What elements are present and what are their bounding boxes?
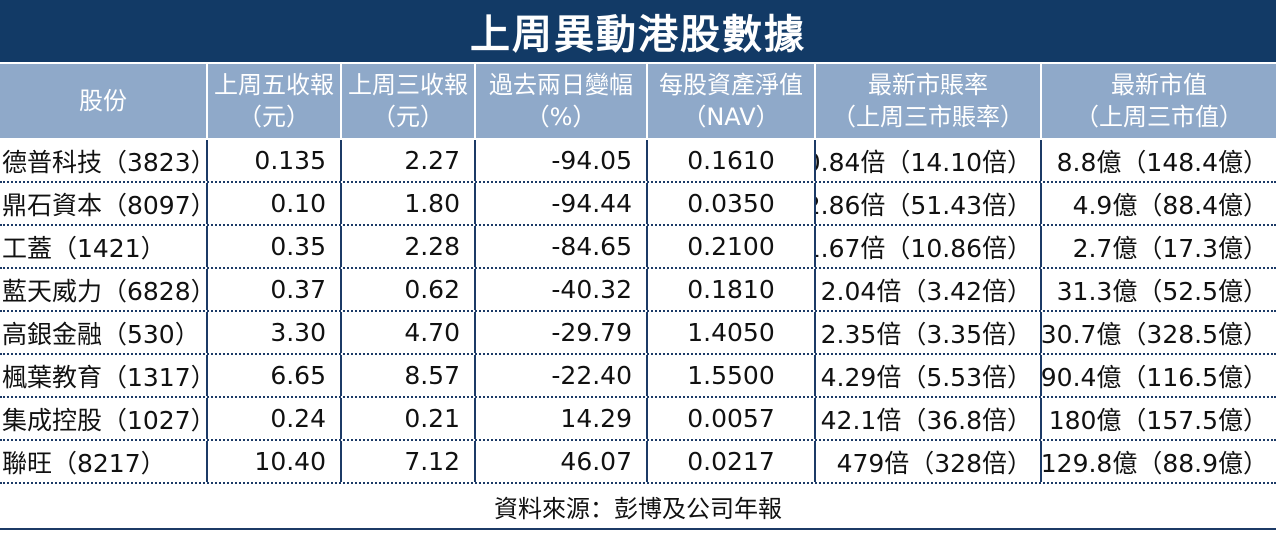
table-row: 藍天威力（6828） 0.37 0.62 -40.32 0.1810 2.04倍… <box>0 269 1276 312</box>
table-row: 工蓋（1421） 0.35 2.28 -84.65 0.2100 1.67倍（1… <box>0 226 1276 269</box>
cell-wed-close: 4.70 <box>340 312 474 353</box>
cell-stock: 工蓋（1421） <box>2 233 166 263</box>
header-wed-close: 上周三收報 （元） <box>340 64 474 138</box>
cell-stock: 楓葉教育（1317） <box>2 362 206 392</box>
cell-mcap: 230.7億（328.5億） <box>1040 312 1276 353</box>
cell-nav: 0.0217 <box>646 441 814 482</box>
cell-fri-close: 6.65 <box>206 355 340 396</box>
cell-pb: 2.86倍（51.43倍） <box>814 183 1040 224</box>
cell-mcap: 4.9億（88.4億） <box>1040 183 1276 224</box>
table-row: 德普科技（3823） 0.135 2.27 -94.05 0.1610 0.84… <box>0 140 1276 183</box>
header-mcap-label: 最新市值 <box>1111 71 1207 99</box>
header-fri-close-label: 上周五收報 <box>214 71 334 99</box>
cell-nav: 1.4050 <box>646 312 814 353</box>
cell-pb: 2.04倍（3.42倍） <box>814 269 1040 310</box>
cell-wed-close: 0.21 <box>340 398 474 439</box>
cell-pb: 479倍（328倍） <box>814 441 1040 482</box>
bottom-divider <box>0 528 1276 530</box>
header-mcap-sub: （上周三市值） <box>1075 103 1243 131</box>
header-fri-close: 上周五收報 （元） <box>206 64 340 138</box>
header-nav: 每股資產淨值 （NAV） <box>646 64 814 138</box>
cell-stock: 高銀金融（530） <box>2 319 200 349</box>
cell-pb: 1.67倍（10.86倍） <box>814 226 1040 267</box>
header-pb-label: 最新市賬率 <box>868 71 988 99</box>
cell-stock: 聯旺（8217） <box>2 448 166 478</box>
cell-change: 14.29 <box>474 398 646 439</box>
cell-mcap: 2.7億（17.3億） <box>1040 226 1276 267</box>
cell-fri-close: 0.24 <box>206 398 340 439</box>
cell-change: -29.79 <box>474 312 646 353</box>
cell-nav: 0.0350 <box>646 183 814 224</box>
cell-wed-close: 0.62 <box>340 269 474 310</box>
cell-pb: 4.29倍（5.53倍） <box>814 355 1040 396</box>
cell-wed-close: 2.28 <box>340 226 474 267</box>
cell-nav: 1.5500 <box>646 355 814 396</box>
table-row: 鼎石資本（8097） 0.10 1.80 -94.44 0.0350 2.86倍… <box>0 183 1276 226</box>
header-change-label: 過去兩日變幅 <box>489 71 633 99</box>
header-stock: 股份 <box>0 64 206 138</box>
table-body: 德普科技（3823） 0.135 2.27 -94.05 0.1610 0.84… <box>0 140 1276 484</box>
cell-mcap: 31.3億（52.5億） <box>1040 269 1276 310</box>
cell-wed-close: 1.80 <box>340 183 474 224</box>
cell-stock: 德普科技（3823） <box>2 147 206 177</box>
cell-nav: 0.2100 <box>646 226 814 267</box>
cell-wed-close: 7.12 <box>340 441 474 482</box>
header-wed-close-unit: （元） <box>372 103 444 131</box>
cell-mcap: 180億（157.5億） <box>1040 398 1276 439</box>
source-note: 資料來源：彭博及公司年報 <box>494 494 782 523</box>
cell-stock: 鼎石資本（8097） <box>2 190 206 220</box>
table-row: 高銀金融（530） 3.30 4.70 -29.79 1.4050 2.35倍（… <box>0 312 1276 355</box>
table-row: 集成控股（1027） 0.24 0.21 14.29 0.0057 42.1倍（… <box>0 398 1276 441</box>
header-mcap: 最新市值 （上周三市值） <box>1040 64 1276 138</box>
cell-wed-close: 2.27 <box>340 140 474 181</box>
cell-fri-close: 10.40 <box>206 441 340 482</box>
cell-pb: 2.35倍（3.35倍） <box>814 312 1040 353</box>
header-pb-sub: （上周三市賬率） <box>832 103 1024 131</box>
table-row: 聯旺（8217） 10.40 7.12 46.07 0.0217 479倍（32… <box>0 441 1276 484</box>
cell-mcap: 8.8億（148.4億） <box>1040 140 1276 181</box>
cell-wed-close: 8.57 <box>340 355 474 396</box>
header-nav-label: 每股資產淨值 <box>659 71 803 99</box>
header-nav-unit: （NAV） <box>682 103 780 131</box>
cell-pb: 42.1倍（36.8倍） <box>814 398 1040 439</box>
cell-stock: 集成控股（1027） <box>2 405 206 435</box>
cell-change: -22.40 <box>474 355 646 396</box>
table-header: 股份 上周五收報 （元） 上周三收報 （元） 過去兩日變幅 （%） 每股資產淨值… <box>0 64 1276 138</box>
table-title: 上周異動港股數據 <box>0 0 1276 62</box>
cell-stock: 藍天威力（6828） <box>2 276 206 306</box>
header-pb: 最新市賬率 （上周三市賬率） <box>814 64 1040 138</box>
header-wed-close-label: 上周三收報 <box>348 71 468 99</box>
cell-nav: 0.1610 <box>646 140 814 181</box>
cell-change: -94.44 <box>474 183 646 224</box>
cell-fri-close: 0.35 <box>206 226 340 267</box>
cell-nav: 0.0057 <box>646 398 814 439</box>
cell-fri-close: 0.135 <box>206 140 340 181</box>
header-change-unit: （%） <box>525 103 597 131</box>
header-fri-close-unit: （元） <box>238 103 310 131</box>
cell-mcap: 129.8億（88.9億） <box>1040 441 1276 482</box>
cell-change: -84.65 <box>474 226 646 267</box>
cell-change: 46.07 <box>474 441 646 482</box>
cell-change: -40.32 <box>474 269 646 310</box>
cell-fri-close: 3.30 <box>206 312 340 353</box>
cell-pb: 0.84倍（14.10倍） <box>814 140 1040 181</box>
header-change: 過去兩日變幅 （%） <box>474 64 646 138</box>
table-row: 楓葉教育（1317） 6.65 8.57 -22.40 1.5500 4.29倍… <box>0 355 1276 398</box>
cell-nav: 0.1810 <box>646 269 814 310</box>
cell-mcap: 90.4億（116.5億） <box>1040 355 1276 396</box>
cell-fri-close: 0.37 <box>206 269 340 310</box>
cell-change: -94.05 <box>474 140 646 181</box>
header-stock-label: 股份 <box>79 87 127 115</box>
cell-fri-close: 0.10 <box>206 183 340 224</box>
